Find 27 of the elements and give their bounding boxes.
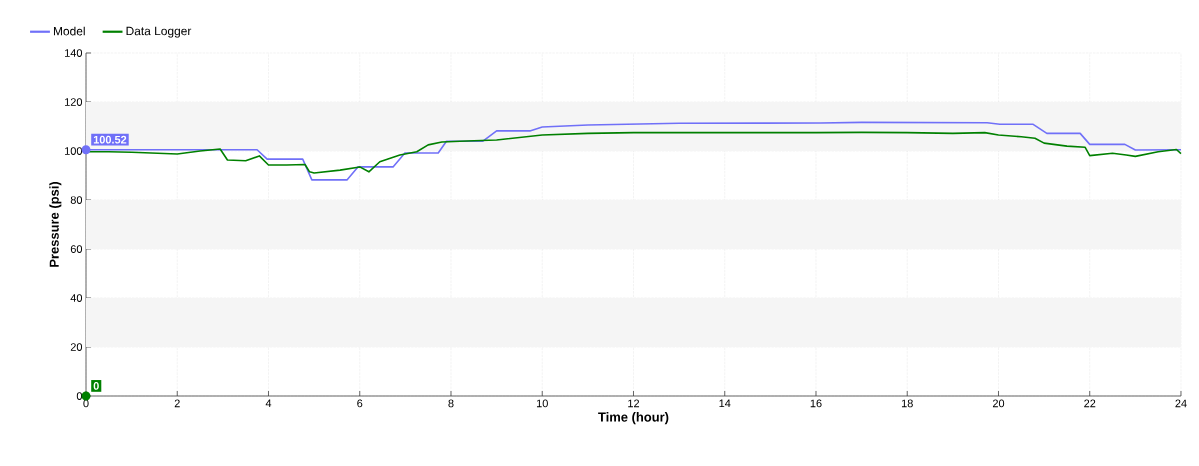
legend-label: Data Logger	[126, 26, 192, 38]
annotation: 0	[93, 382, 99, 390]
y-tick-label: 0	[76, 392, 83, 400]
y-tick-label: 20	[70, 343, 83, 351]
y-axis-title: Pressure (psi)	[49, 181, 62, 267]
x-axis-title: Time (hour)	[598, 412, 669, 425]
y-tick-label: 140	[65, 49, 83, 57]
x-tick-label: 14	[719, 399, 731, 408]
x-tick-label: 2	[174, 399, 180, 408]
x-tick-label: 24	[1175, 399, 1187, 408]
x-tick-label: 0	[83, 399, 89, 408]
x-tick-label: 22	[1084, 399, 1096, 408]
y-tick-label: 100	[65, 147, 83, 155]
x-tick-label: 6	[357, 399, 363, 408]
x-tick-label: 8	[448, 399, 454, 408]
x-tick-label: 16	[810, 399, 822, 408]
x-tick-label: 10	[536, 399, 548, 408]
annotation: 100.52	[93, 135, 127, 144]
legend-label: Model	[53, 26, 85, 36]
x-tick-label: 12	[628, 399, 640, 408]
y-tick-label: 60	[70, 245, 83, 253]
y-tick-label: 120	[65, 98, 83, 106]
x-tick-label: 4	[265, 399, 272, 408]
x-tick-label: 18	[901, 399, 913, 408]
x-tick-label: 20	[992, 399, 1005, 408]
y-tick-label: 80	[70, 196, 83, 204]
y-tick-label: 40	[70, 294, 83, 302]
